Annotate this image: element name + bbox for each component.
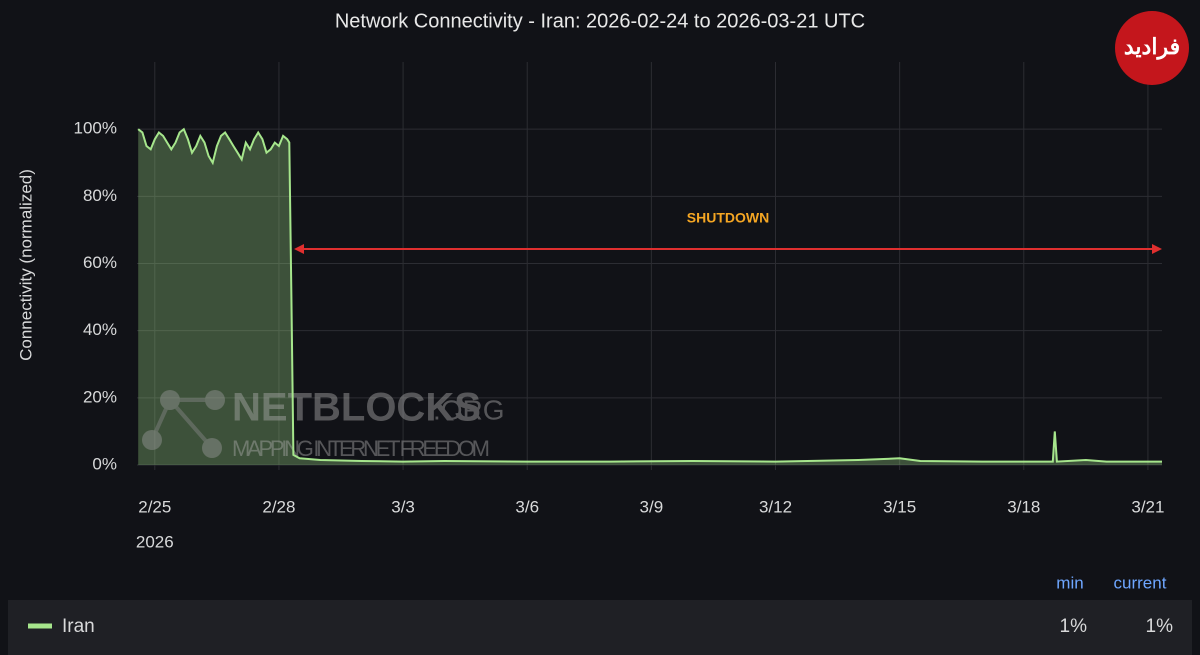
series-area: [138, 129, 1162, 465]
x-tick-label: 3/3: [391, 497, 415, 516]
y-tick-label: 20%: [83, 387, 117, 406]
legend-row: [8, 600, 1192, 655]
x-tick-label: 2/28: [262, 497, 295, 516]
y-tick-label: 40%: [83, 320, 117, 339]
x-tick-label: 3/21: [1131, 497, 1164, 516]
chart-title: Network Connectivity - Iran: 2026-02-24 …: [335, 10, 865, 32]
x-tick-label: 3/6: [515, 497, 539, 516]
legend-column: current: [1114, 573, 1167, 592]
watermark-suffix: .ORG: [433, 394, 505, 425]
y-tick-label: 80%: [83, 186, 117, 205]
watermark-tagline: MAPPING INTERNET FREEDOM: [232, 436, 490, 461]
y-tick-label: 100%: [74, 119, 117, 138]
legend-current: 1%: [1146, 616, 1174, 637]
series-line: [137, 127, 1162, 463]
y-axis-label: Connectivity (normalized): [16, 169, 35, 361]
legend-min: 1%: [1060, 616, 1088, 637]
x-tick-label: 3/18: [1007, 497, 1040, 516]
y-tick-label: 0%: [92, 454, 117, 473]
watermark: NETBLOCKS .ORG MAPPING INTERNET FREEDOM: [142, 386, 505, 461]
legend-label: Iran: [62, 616, 95, 637]
x-tick-label: 3/12: [759, 497, 792, 516]
legend-column: min: [1056, 573, 1083, 592]
logo-badge: [1115, 11, 1189, 85]
x-tick-label: 3/15: [883, 497, 916, 516]
annotation-arrow: [294, 244, 1162, 254]
x-tick-label: 3/9: [640, 497, 664, 516]
x-year-label: 2026: [136, 532, 174, 551]
y-tick-label: 60%: [83, 253, 117, 272]
logo: فرادید: [1124, 34, 1180, 60]
x-tick-label: 2/25: [138, 497, 171, 516]
annotation: SHUTDOWN: [687, 210, 769, 226]
watermark-name: NETBLOCKS: [232, 386, 481, 430]
